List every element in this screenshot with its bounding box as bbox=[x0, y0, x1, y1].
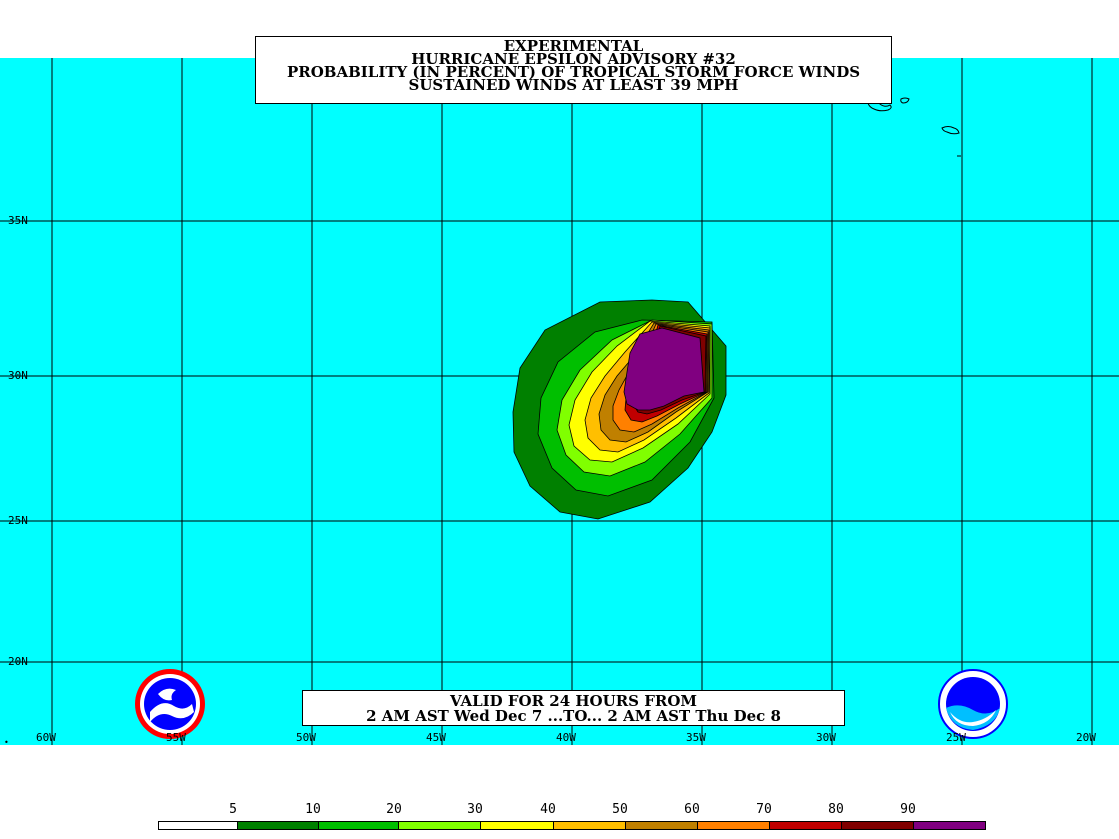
lat-label-20n: 20N bbox=[8, 655, 28, 668]
legend-color-box bbox=[553, 821, 626, 830]
legend-color-box bbox=[398, 821, 481, 830]
probability-contours bbox=[512, 299, 727, 520]
lon-label-20w: 20W bbox=[1076, 731, 1096, 744]
lon-label-60w: 60W bbox=[36, 731, 56, 744]
legend-tick-30: 30 bbox=[467, 802, 483, 817]
legend-color-box bbox=[237, 821, 319, 830]
legend-color-box bbox=[841, 821, 914, 830]
legend-color-box bbox=[625, 821, 698, 830]
legend-color-box bbox=[697, 821, 770, 830]
legend-color-box bbox=[318, 821, 399, 830]
lon-label-40w: 40W bbox=[556, 731, 576, 744]
lat-label-35n: 35N bbox=[8, 214, 28, 227]
lon-label-55w: 55W bbox=[166, 731, 186, 744]
legend-tick-20: 20 bbox=[386, 802, 402, 817]
legend-color-box bbox=[913, 821, 986, 830]
lon-label-25w: 25W bbox=[946, 731, 966, 744]
legend-tick-5: 5 bbox=[229, 802, 237, 817]
lon-label-50w: 50W bbox=[296, 731, 316, 744]
lon-label-35w: 35W bbox=[686, 731, 706, 744]
contour-100 bbox=[623, 327, 705, 411]
legend-tick-80: 80 bbox=[828, 802, 844, 817]
lon-label-45w: 45W bbox=[426, 731, 446, 744]
legend-color-box bbox=[769, 821, 842, 830]
lat-label-25n: 25N bbox=[8, 514, 28, 527]
corner-mark: • bbox=[4, 738, 9, 747]
legend-tick-40: 40 bbox=[540, 802, 556, 817]
legend-tick-60: 60 bbox=[684, 802, 700, 817]
title-line-4: SUSTAINED WINDS AT LEAST 39 MPH bbox=[408, 76, 739, 94]
legend-tick-70: 70 bbox=[756, 802, 772, 817]
legend-tick-90: 90 bbox=[900, 802, 916, 817]
title-line-2: HURRICANE EPSILON ADVISORY #32 bbox=[411, 50, 736, 68]
legend-tick-50: 50 bbox=[612, 802, 628, 817]
legend-color-box bbox=[158, 821, 238, 830]
title-line-1: EXPERIMENTAL bbox=[503, 37, 644, 55]
legend-color-box bbox=[480, 821, 554, 830]
noaa-logo bbox=[938, 669, 1008, 739]
nws-logo bbox=[135, 669, 205, 739]
valid-line-1: VALID FOR 24 HOURS FROM bbox=[449, 692, 698, 710]
legend-tick-10: 10 bbox=[305, 802, 321, 817]
lat-label-30n: 30N bbox=[8, 369, 28, 382]
valid-line-2: 2 AM AST Wed Dec 7 ...TO... 2 AM AST Thu… bbox=[366, 707, 781, 725]
title-box: EXPERIMENTAL HURRICANE EPSILON ADVISORY … bbox=[255, 36, 892, 104]
lon-label-30w: 30W bbox=[816, 731, 836, 744]
valid-period-box: VALID FOR 24 HOURS FROM 2 AM AST Wed Dec… bbox=[302, 690, 845, 726]
title-line-3: PROBABILITY (IN PERCENT) OF TROPICAL STO… bbox=[286, 63, 861, 81]
